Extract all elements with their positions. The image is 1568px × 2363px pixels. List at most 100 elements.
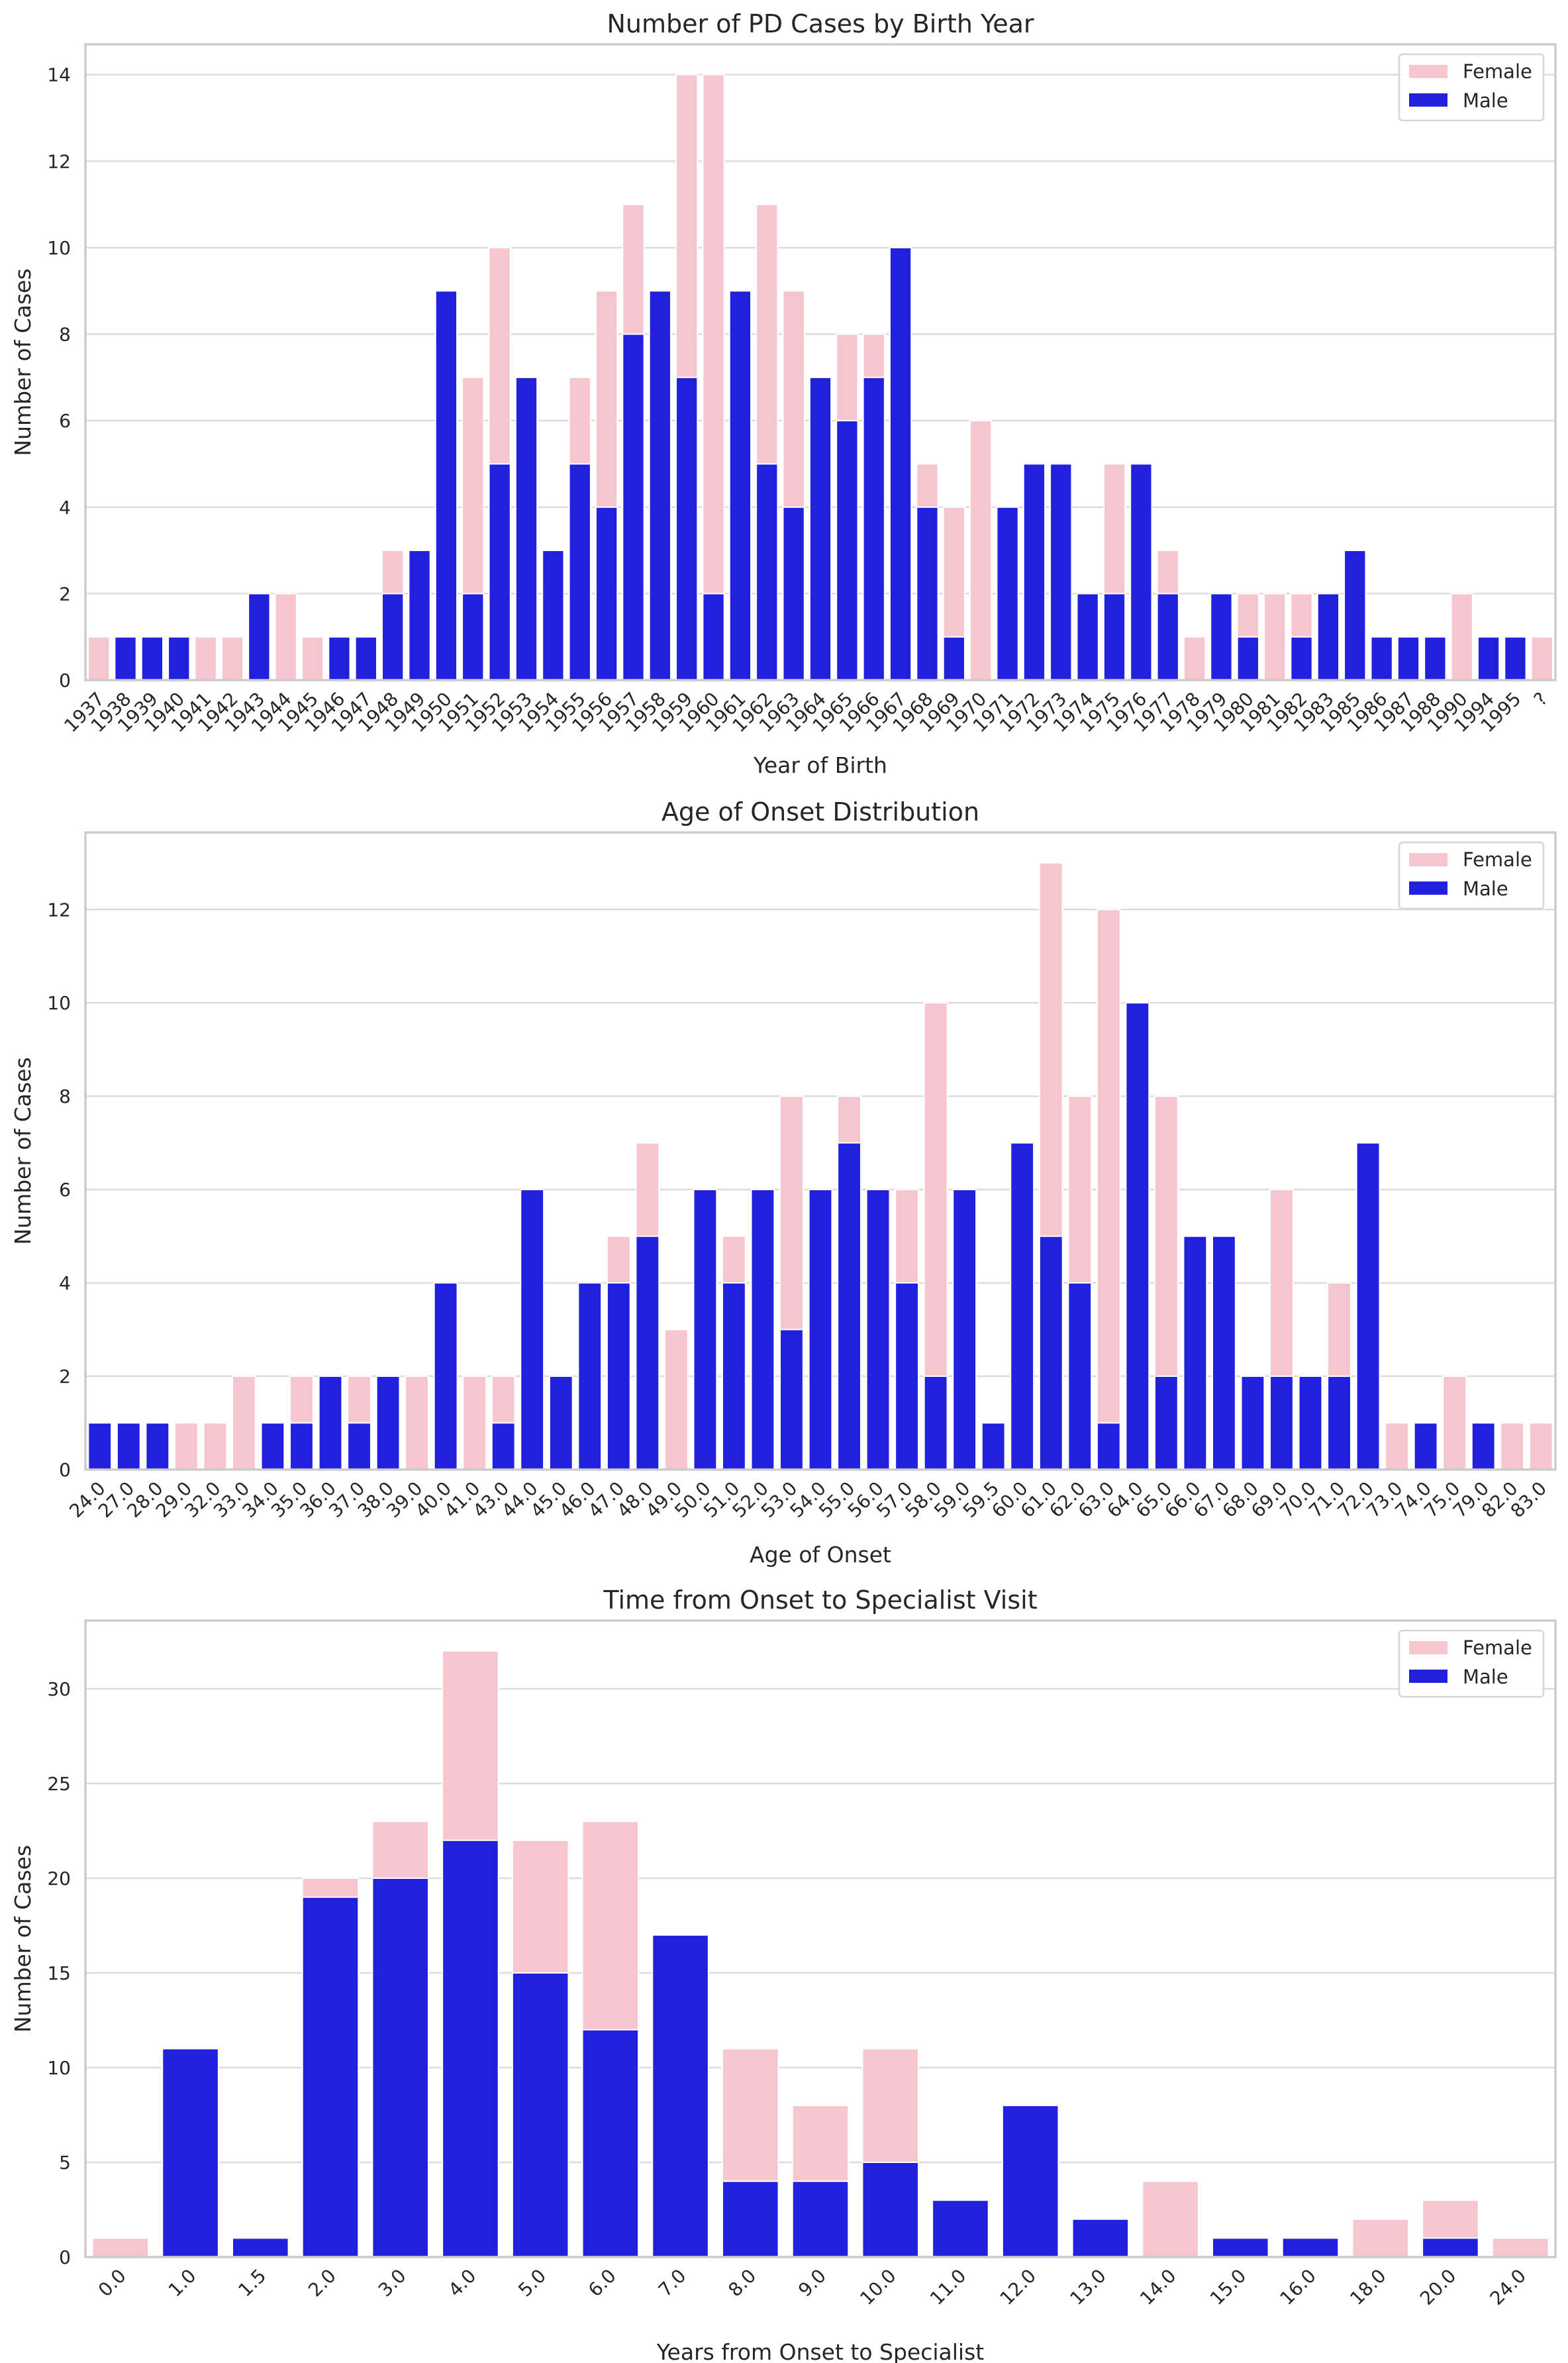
bar-male — [782, 506, 805, 681]
chart-title: Number of PD Cases by Birth Year — [607, 9, 1034, 38]
bar-male — [371, 1877, 430, 2258]
y-tick-label: 10 — [47, 237, 71, 259]
bar-male — [916, 506, 939, 681]
bar-male — [1290, 636, 1313, 681]
bar-male — [750, 1189, 775, 1470]
bar-male — [702, 593, 725, 681]
bar-male — [791, 2180, 850, 2258]
bar-male — [1422, 2237, 1479, 2258]
bar-male — [1156, 593, 1179, 681]
bar-male — [1183, 1235, 1208, 1470]
legend-swatch-male — [1409, 1670, 1447, 1683]
chart-title: Age of Onset Distribution — [662, 797, 979, 827]
legend-label-male: Male — [1463, 89, 1508, 112]
bar-male — [354, 636, 377, 681]
bar-male — [779, 1329, 804, 1470]
legend-label-female: Female — [1463, 60, 1532, 83]
bar-male — [1281, 2237, 1340, 2258]
axes-frame — [84, 831, 1557, 1471]
bar-female — [1142, 2180, 1199, 2258]
axes-frame — [84, 43, 1557, 681]
legend-swatch-female — [1409, 65, 1447, 78]
y-axis-label: Number of Cases — [10, 268, 36, 456]
bar-female — [232, 1376, 256, 1470]
legend: Female Male — [1398, 1629, 1545, 1698]
bar-male — [1102, 593, 1126, 681]
y-tick-label: 20 — [47, 1868, 71, 1889]
bar-female — [1500, 1422, 1525, 1471]
bar-male — [162, 2048, 219, 2258]
bar-female — [91, 2237, 150, 2258]
bar-male — [728, 290, 752, 681]
bar-male — [808, 376, 832, 681]
bar-male — [520, 1189, 545, 1470]
bar-male — [837, 1142, 861, 1470]
bar-male — [1316, 593, 1340, 681]
bar-male — [1076, 593, 1099, 681]
bar-male — [301, 1896, 360, 2258]
bar-male — [1240, 1376, 1265, 1470]
bar-male — [145, 1422, 170, 1471]
bar-male — [140, 636, 164, 681]
bar-male — [1477, 636, 1500, 681]
y-tick-label: 0 — [59, 670, 71, 691]
bar-male — [1396, 636, 1420, 681]
bar-female — [1351, 2218, 1410, 2258]
y-tick-label: 12 — [47, 150, 71, 172]
axes-frame — [84, 1619, 1557, 2258]
bar-male — [952, 1189, 977, 1470]
bar-female — [274, 593, 297, 681]
bar-male — [635, 1235, 660, 1470]
bar-male — [1125, 1002, 1150, 1470]
bar-male — [981, 1422, 1006, 1471]
bar-male — [114, 636, 137, 681]
bar-male — [1067, 1282, 1093, 1470]
bar-female — [1096, 909, 1121, 1471]
bar-female — [1450, 593, 1473, 681]
legend: Female Male — [1398, 841, 1545, 910]
bar-female — [1183, 636, 1206, 681]
bar-female — [969, 420, 993, 681]
y-ticks: 0 2 4 6 8 10 12 — [47, 899, 71, 1481]
bar-male — [1001, 2105, 1059, 2258]
bar-male — [756, 463, 779, 681]
bar-male — [942, 636, 965, 681]
bar-male — [1327, 1376, 1351, 1470]
bar-female — [87, 636, 111, 681]
bar-male — [542, 550, 565, 681]
y-ticks: 0 5 10 15 20 25 30 — [47, 1678, 71, 2268]
y-tick-label: 25 — [47, 1773, 71, 1795]
bar-male — [595, 506, 618, 681]
y-tick-label: 8 — [59, 1085, 71, 1107]
bar-male — [434, 290, 458, 681]
bar-female — [203, 1422, 228, 1471]
legend-label-female: Female — [1463, 1636, 1532, 1659]
x-axis-label: Years from Onset to Specialist — [656, 2339, 985, 2363]
bar-male — [861, 2161, 920, 2258]
bar-male — [568, 463, 591, 681]
bar-male — [408, 550, 431, 681]
y-tick-label: 4 — [59, 497, 71, 519]
x-axis-label: Year of Birth — [753, 752, 887, 778]
legend-swatch-male — [1409, 93, 1447, 107]
bar-male — [248, 593, 271, 681]
bar-male — [577, 1282, 603, 1470]
bar-female — [301, 636, 324, 681]
legend-swatch-female — [1409, 1641, 1447, 1654]
bar-male — [1010, 1142, 1035, 1470]
legend-swatch-male — [1409, 881, 1447, 895]
bar-male — [889, 246, 912, 681]
bar-male — [652, 1934, 709, 2258]
bar-male — [1370, 636, 1393, 681]
bar-male — [648, 290, 671, 681]
bar-male — [514, 376, 538, 681]
x-axis-label: Age of Onset — [750, 1542, 891, 1568]
bar-male — [675, 376, 699, 681]
bar-male — [442, 1839, 499, 2258]
onset-to-specialist-chart: Time from Onset to Specialist Visit Year… — [10, 1585, 1557, 2363]
bar-male — [1096, 1422, 1121, 1471]
bar-male — [548, 1376, 573, 1470]
bar-male — [1298, 1376, 1323, 1470]
bar-male — [862, 376, 885, 681]
y-tick-label: 5 — [59, 2152, 71, 2174]
